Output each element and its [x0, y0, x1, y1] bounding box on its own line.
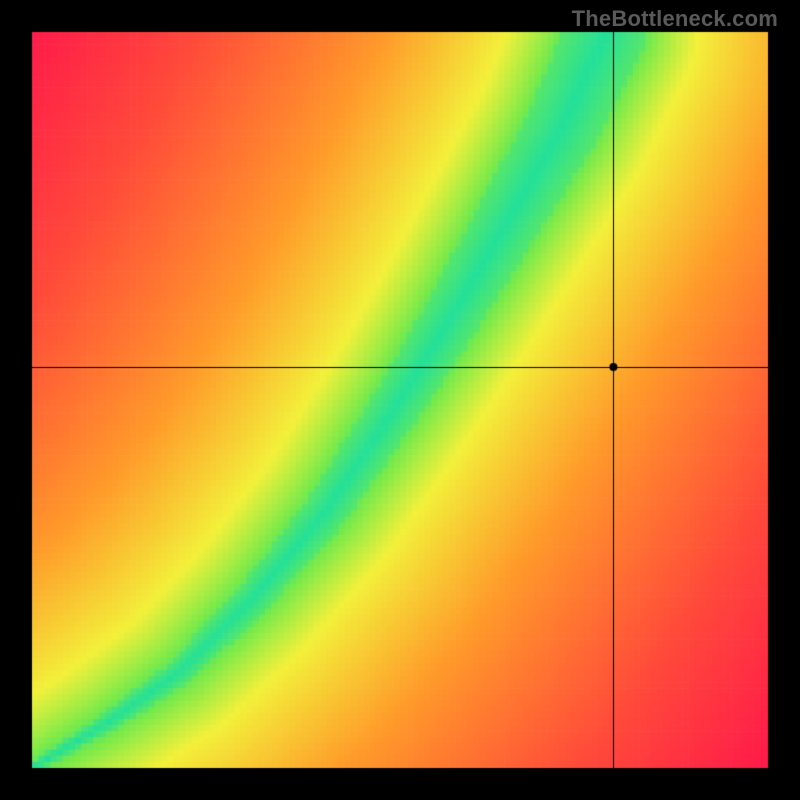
bottleneck-heatmap-canvas — [0, 0, 800, 800]
watermark-text: TheBottleneck.com — [572, 6, 778, 32]
chart-container: TheBottleneck.com — [0, 0, 800, 800]
